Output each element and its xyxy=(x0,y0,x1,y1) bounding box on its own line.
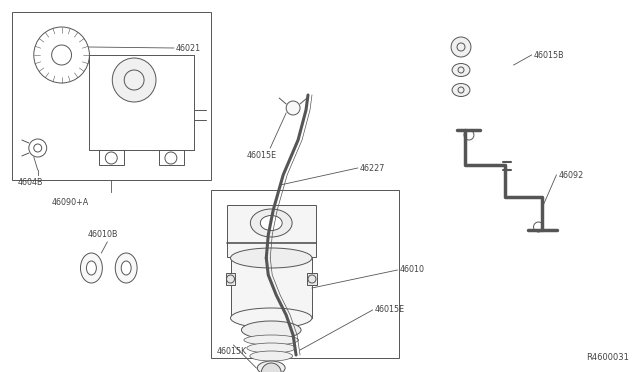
Ellipse shape xyxy=(121,261,131,275)
Text: 46015E: 46015E xyxy=(246,151,276,160)
Text: 46227: 46227 xyxy=(360,164,385,173)
Ellipse shape xyxy=(452,64,470,77)
Bar xyxy=(307,273,317,285)
Bar xyxy=(99,150,124,165)
Bar xyxy=(159,150,184,165)
Text: 46015E: 46015E xyxy=(374,305,404,314)
Bar xyxy=(12,12,211,180)
Ellipse shape xyxy=(230,248,312,268)
Ellipse shape xyxy=(250,351,292,361)
Circle shape xyxy=(458,87,464,93)
Circle shape xyxy=(112,58,156,102)
Text: 46015B: 46015B xyxy=(534,51,564,60)
Ellipse shape xyxy=(452,83,470,96)
Text: 46015K: 46015K xyxy=(216,347,247,356)
Circle shape xyxy=(261,363,281,372)
Ellipse shape xyxy=(257,361,285,372)
Text: 46092: 46092 xyxy=(558,170,584,180)
Ellipse shape xyxy=(247,343,296,353)
Ellipse shape xyxy=(86,261,97,275)
Ellipse shape xyxy=(81,253,102,283)
Bar xyxy=(211,190,399,358)
Text: 46090+A: 46090+A xyxy=(52,198,89,206)
Ellipse shape xyxy=(230,308,312,328)
Bar xyxy=(225,273,236,285)
Text: 46010: 46010 xyxy=(399,266,424,275)
Circle shape xyxy=(286,101,300,115)
Ellipse shape xyxy=(241,321,301,339)
Text: 4604B: 4604B xyxy=(18,177,44,186)
Text: R4600031: R4600031 xyxy=(586,353,629,362)
Ellipse shape xyxy=(244,335,299,345)
Ellipse shape xyxy=(250,209,292,237)
Circle shape xyxy=(451,37,471,57)
Ellipse shape xyxy=(260,215,282,231)
Text: 46021: 46021 xyxy=(176,44,201,52)
Bar xyxy=(230,258,312,318)
Text: 46010B: 46010B xyxy=(88,230,118,238)
Circle shape xyxy=(458,67,464,73)
Circle shape xyxy=(534,222,543,232)
Ellipse shape xyxy=(115,253,137,283)
Bar xyxy=(227,205,316,257)
Circle shape xyxy=(464,130,474,140)
